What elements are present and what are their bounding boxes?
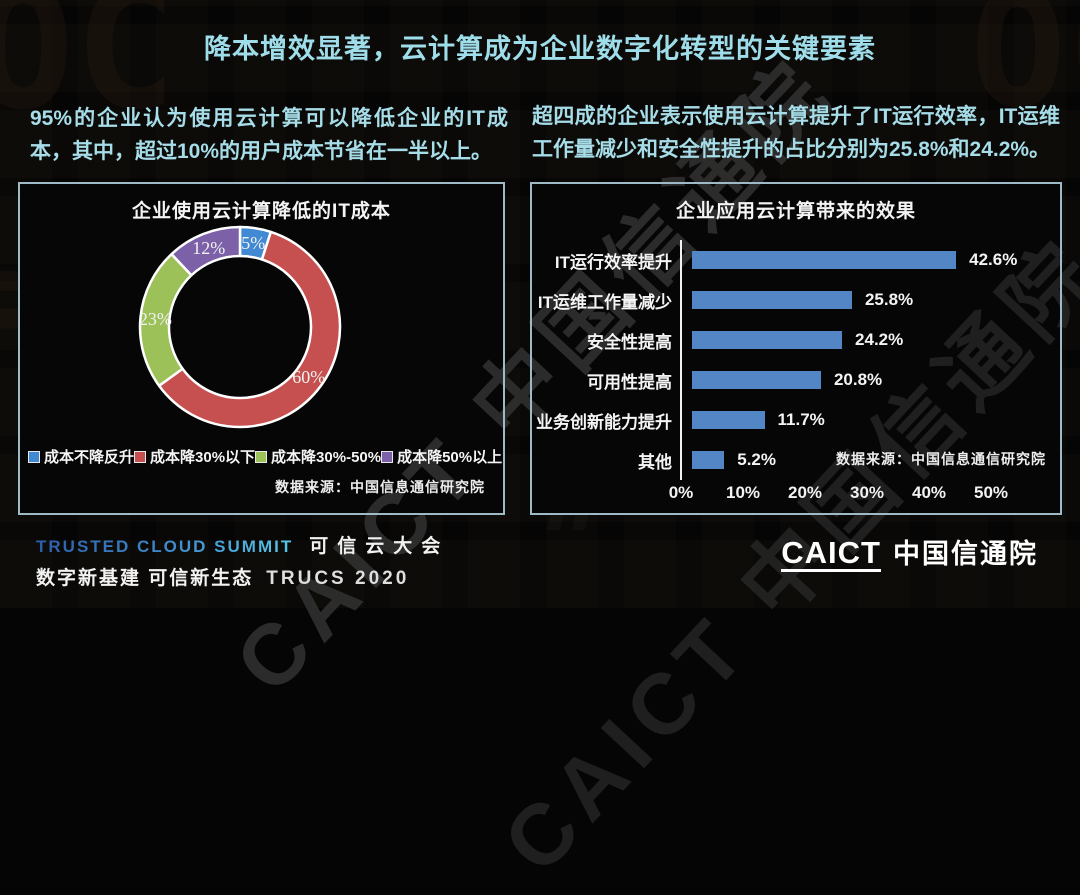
legend-item: 成本降30%以下 [134, 446, 255, 467]
bar-value-label: 42.6% [969, 250, 1018, 269]
bar-category-label: 可用性提高 [587, 372, 672, 392]
donut-slice-1 [157, 230, 342, 429]
caict-logo-block: CAICT 中国信通院 [781, 537, 1038, 572]
bar-category-label: IT运行效率提升 [554, 252, 672, 272]
bar-category-label: 业务创新能力提升 [536, 412, 672, 432]
bar-category-label: IT运维工作量减少 [537, 292, 672, 312]
donut-slice-3 [170, 225, 242, 277]
summit-tagline: 数字新基建 可信新生态 [36, 568, 254, 589]
bar-1 [692, 291, 852, 309]
bar-chart-panel: 企业应用云计算带来的效果 IT运行效率提升 42.6% IT运维工作量减少 25.8%… [530, 182, 1062, 515]
x-axis-tick: 40% [911, 483, 947, 502]
bar-value-label: 25.8% [864, 290, 914, 309]
bar-chart-x-ticks: 0% 10% 20% 30% 40% 50% [669, 483, 1008, 503]
legend-item: 成本降50%以上 [381, 446, 502, 467]
summit-logo-cn: 可信云大会 [309, 536, 450, 557]
bar-row: 业务创新能力提升 11.7% [532, 400, 1060, 440]
legend-marker [28, 450, 40, 463]
bar-row: 可用性提高 20.8% [532, 360, 1060, 400]
donut-slice-label: 60% [292, 367, 325, 387]
legend-marker [134, 450, 147, 463]
legend-label: 成本降50%以上 [397, 449, 503, 466]
donut-slice-label: 5% [241, 233, 265, 253]
left-summary-text: 95%的企业认为使用云计算可以降低企业的IT成本，其中，超过10%的用户成本节省… [30, 107, 508, 163]
right-summary-text: 超四成的企业表示使用云计算提升了IT运行效率，IT运维工作量减少和安全性提升的占… [532, 105, 1060, 161]
bar-value-label: 5.2% [737, 450, 776, 469]
bar-row: 安全性提高 24.2% [532, 320, 1060, 360]
bar-category-label: 其他 [638, 452, 672, 472]
summit-logo-en: TRUSTED CLOUD SUMMIT [36, 537, 294, 556]
legend-item: 成本降30%-50% [255, 446, 381, 467]
bar-0 [692, 251, 957, 269]
bar-value-label: 11.7% [777, 410, 825, 429]
data-source-note: 数据来源：中国信息通信研究院 [275, 479, 485, 495]
event-code: TRUCS 2020 [266, 568, 410, 589]
legend-marker [255, 450, 268, 463]
legend-label: 成本降30%以下 [150, 449, 256, 466]
bar-chart-y-axis [680, 240, 682, 480]
bar-3 [692, 371, 821, 389]
bar-value-label: 24.2% [855, 330, 904, 349]
bar-4 [692, 411, 765, 429]
x-axis-tick: 0% [668, 483, 694, 502]
bar-chart-rows: IT运行效率提升 42.6% IT运维工作量减少 25.8% 安全性提高 24.2% 可用性… [532, 240, 1060, 480]
legend-item: 成本不降反升 [28, 446, 134, 467]
x-axis-tick: 10% [725, 483, 761, 502]
legend-label: 成本降30%-50% [271, 449, 382, 466]
bar-chart-title: 企业应用云计算带来的效果 [675, 201, 916, 222]
legend-label: 成本不降反升 [44, 449, 135, 466]
caict-logo-cn: 中国信通院 [893, 539, 1038, 569]
bar-category-label: 安全性提高 [587, 332, 672, 352]
donut-slice-label: 12% [192, 238, 225, 258]
bar-5 [692, 451, 725, 469]
bar-value-label: 20.8% [833, 370, 883, 389]
summit-logo-block: TRUSTED CLOUD SUMMIT 可信云大会 数字新基建 可信新生态 T… [36, 531, 449, 590]
bar-row: IT运维工作量减少 25.8% [532, 280, 1060, 320]
data-source-note: 数据来源：中国信息通信研究院 [836, 451, 1046, 467]
x-axis-tick: 20% [787, 483, 823, 502]
slide-title: 降本增效显著，云计算成为企业数字化转型的关键要素 [204, 34, 876, 64]
bar-2 [692, 331, 843, 349]
donut-chart-panel: 企业使用云计算降低的IT成本 5% 60% 23% 12% 成本不降反升 成本降30%以… [18, 182, 505, 515]
x-axis-tick: 50% [973, 483, 1009, 502]
donut-chart-title: 企业使用云计算降低的IT成本 [132, 201, 391, 222]
bar-row: 其他 5.2% [532, 440, 1060, 480]
caict-logo-abbr: CAICT [781, 535, 881, 572]
legend-marker [381, 450, 394, 463]
donut-legend: 成本不降反升 成本降30%以下 成本降30%-50% 成本降50%以上 [28, 446, 502, 467]
x-axis-tick: 30% [849, 483, 885, 502]
donut-slice-label: 23% [139, 309, 172, 329]
bar-row: IT运行效率提升 42.6% [532, 240, 1060, 280]
donut-chart: 5% 60% 23% 12% [138, 225, 342, 429]
